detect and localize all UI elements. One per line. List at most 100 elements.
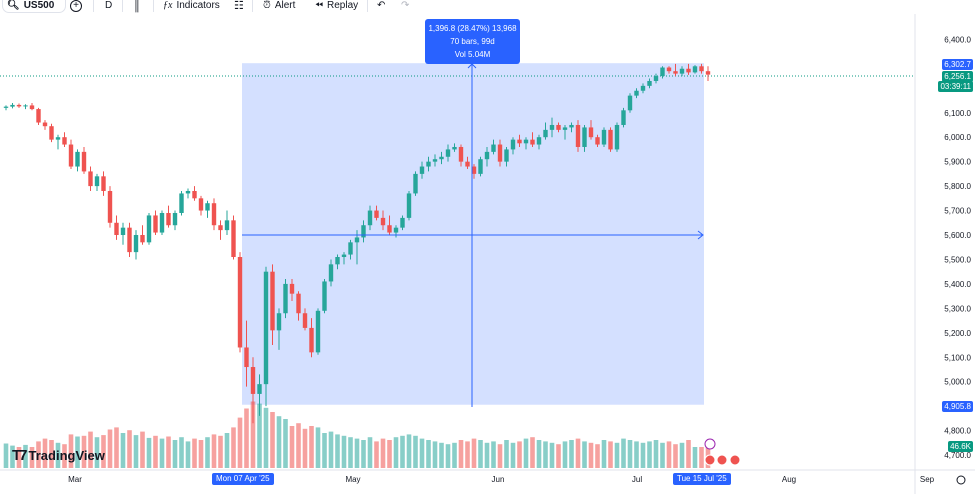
redo-button[interactable]: ↷ — [401, 0, 409, 12]
volume-bar — [504, 440, 509, 468]
candle-body — [309, 327, 314, 353]
volume-bar — [653, 440, 659, 468]
add-symbol-icon: + — [70, 0, 82, 12]
candle-body — [673, 71, 678, 74]
price-tick-label: 6,000.0 — [944, 133, 971, 142]
volume-bar — [452, 442, 457, 468]
chart-type-button[interactable]: ║ — [133, 0, 141, 12]
candle-body — [270, 271, 275, 331]
volume-bar — [62, 444, 67, 468]
volume-bar — [120, 433, 126, 468]
candle-body — [88, 171, 93, 187]
undo-button[interactable]: ↶ — [377, 0, 385, 12]
logo-text: TradingView — [28, 448, 105, 463]
volume-bar — [179, 437, 184, 468]
price-tick-label: 5,200.0 — [944, 329, 971, 338]
candle-body — [49, 126, 54, 140]
candle-body — [133, 235, 139, 253]
candle-body — [387, 225, 392, 233]
layouts-button[interactable]: ☷ — [234, 0, 244, 12]
volume-bar — [114, 427, 119, 468]
candle-body — [361, 225, 366, 238]
volume-bar — [569, 440, 574, 468]
candle-body — [530, 139, 535, 145]
candle-body — [62, 137, 67, 145]
volume-bar — [614, 442, 620, 468]
volume-bar — [75, 436, 80, 468]
candle-body — [107, 190, 113, 223]
volume-bar — [198, 440, 204, 468]
volume-bar — [484, 442, 490, 468]
alarm-clock-icon: ⏰︎ — [263, 0, 271, 11]
volume-bar — [686, 440, 691, 468]
symbol-search[interactable]: 🔍︎ US500 — [2, 0, 66, 13]
us-flag-event-icon — [716, 454, 728, 466]
candle-body — [172, 212, 178, 226]
volume-bar — [231, 427, 236, 468]
grid-icon: ☷ — [234, 0, 244, 12]
volume-bar — [536, 440, 542, 468]
volume-bar — [81, 435, 87, 468]
candle-body — [237, 257, 243, 348]
candle-body — [400, 217, 405, 228]
volume-bar — [172, 440, 178, 468]
candle-body — [23, 105, 28, 107]
replay-button[interactable]: ⏪︎ Replay — [315, 0, 358, 12]
time-tick-label: May — [345, 475, 360, 484]
candle-body — [595, 137, 600, 145]
candle-body — [120, 227, 126, 235]
candle-body — [478, 159, 483, 174]
volume-bar — [133, 435, 139, 468]
candle-body — [296, 293, 301, 314]
alert-label: Alert — [274, 0, 296, 11]
candle-body — [562, 127, 568, 130]
volume-bar — [23, 444, 28, 468]
candle-body — [140, 235, 145, 243]
volume-bar — [413, 435, 418, 468]
tradingview-mark-icon: T7 — [12, 447, 27, 464]
volume-bar — [530, 437, 535, 468]
candle-body — [705, 71, 711, 75]
measure-change: 1,396.8 (28.47%) 13,968 — [428, 24, 517, 33]
candle-body — [94, 176, 100, 187]
candle-body — [302, 313, 308, 328]
candle-body — [257, 384, 262, 394]
interval-button[interactable]: D — [105, 0, 112, 12]
volume-bar — [640, 442, 646, 468]
candle-body — [81, 151, 87, 172]
volume-bar — [627, 440, 633, 468]
candle-body — [426, 161, 431, 167]
volume-bar — [250, 401, 256, 468]
candle-body — [341, 254, 347, 258]
time-tick-label: Aug — [782, 475, 796, 484]
candle-body — [582, 127, 587, 147]
volume-bar — [497, 444, 503, 468]
bar-countdown: 03:39:11 — [938, 81, 973, 92]
volume-bar — [634, 441, 639, 468]
candle-body — [699, 66, 704, 72]
price-tick-label: 5,100.0 — [944, 353, 971, 362]
settings-gear-icon — [956, 475, 966, 485]
candle-body — [374, 210, 379, 218]
candle-body — [29, 105, 35, 110]
candle-body — [380, 217, 386, 226]
volume-bar — [374, 441, 379, 468]
measure-volume: Vol 5.04M — [454, 50, 491, 59]
replay-label: Replay — [327, 0, 359, 11]
indicators-button[interactable]: ƒx Indicators — [163, 0, 220, 12]
candle-body — [231, 220, 236, 258]
volume-bar — [101, 435, 106, 468]
candle-body — [640, 85, 646, 91]
candle-body — [16, 104, 22, 107]
candle-body — [439, 156, 444, 160]
candle-body — [211, 203, 217, 226]
candle-body — [543, 129, 548, 138]
volume-bar — [270, 412, 275, 468]
price-tick-label: 5,700.0 — [944, 207, 971, 216]
compare-button[interactable]: + — [70, 0, 82, 12]
alert-button[interactable]: ⏰︎ Alert — [263, 0, 295, 12]
volume-bar — [367, 437, 373, 468]
tradingview-logo[interactable]: T7 TradingView — [12, 447, 105, 464]
top-toolbar: 🔍︎ US500 + D ║ ƒx Indicators ☷ ⏰︎ Alert … — [0, 0, 975, 14]
